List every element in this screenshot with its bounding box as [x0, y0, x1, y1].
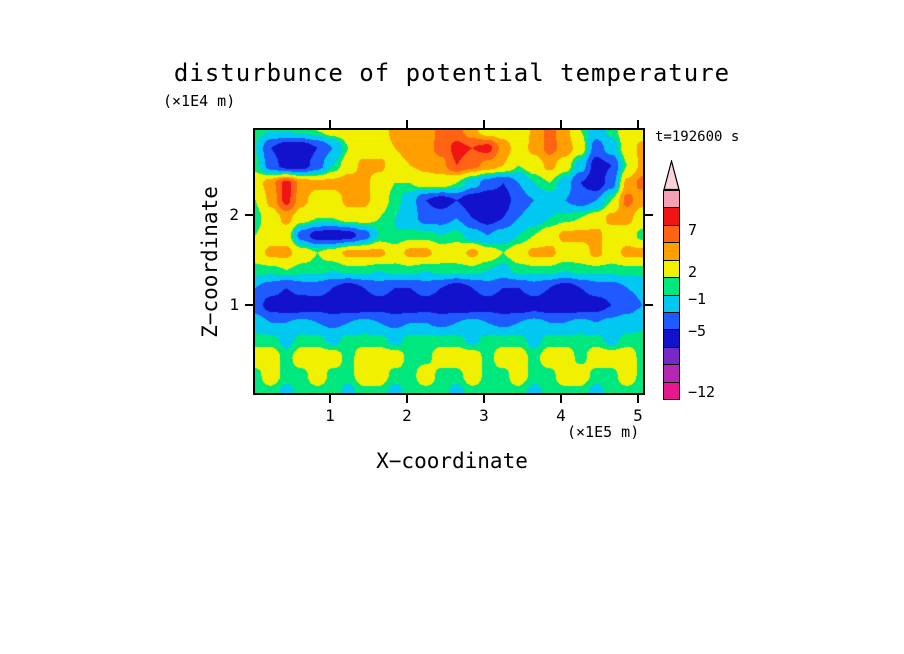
x-axis-title: X−coordinate — [376, 449, 528, 473]
colorbar-segment — [664, 259, 679, 278]
colorbar-segment — [664, 224, 679, 243]
y-axis-title: Z−coordinate — [198, 186, 222, 338]
x-tick-label: 2 — [402, 406, 412, 425]
tick-mark — [406, 395, 408, 403]
tick-mark — [483, 395, 485, 403]
y-axis-unit-label: (×1E4 m) — [163, 92, 236, 110]
colorbar-segment — [664, 329, 679, 347]
colorbar-segment — [664, 191, 679, 208]
colorbar-segment — [664, 294, 679, 312]
tick-mark — [560, 395, 562, 403]
tick-mark — [245, 214, 253, 216]
colorbar-tick-label: −5 — [688, 321, 707, 340]
x-tick-label: 3 — [479, 406, 489, 425]
tick-mark — [483, 120, 485, 128]
colorbar-tick-label: 7 — [688, 220, 698, 239]
colorbar: 7 2 −1 −5 −12 — [663, 160, 715, 401]
colorbar-segment — [664, 277, 679, 295]
tick-mark — [645, 214, 653, 216]
tick-mark — [560, 120, 562, 128]
colorbar-arrow-shape — [663, 160, 680, 190]
colorbar-segment — [664, 242, 679, 260]
colorbar-tick-label: −1 — [688, 290, 707, 309]
colorbar-tick-label: −12 — [688, 382, 716, 401]
tick-mark — [329, 395, 331, 403]
plot-frame — [253, 128, 645, 395]
tick-mark — [245, 304, 253, 306]
colorbar-segment — [664, 346, 679, 365]
colorbar-segments — [663, 190, 680, 400]
contour-canvas — [255, 130, 643, 393]
tick-mark — [645, 304, 653, 306]
tick-mark — [406, 120, 408, 128]
colorbar-segment — [664, 207, 679, 225]
tick-mark — [637, 120, 639, 128]
colorbar-tick-label: 2 — [688, 262, 698, 281]
x-axis-unit-label: (×1E5 m) — [567, 423, 640, 441]
tick-mark — [637, 395, 639, 403]
colorbar-arrow-icon — [663, 160, 680, 190]
x-tick-label: 1 — [325, 406, 335, 425]
colorbar-segment — [664, 311, 679, 330]
colorbar-segment — [664, 364, 679, 382]
chart-title: disturbunce of potential temperature — [173, 59, 731, 87]
time-annotation: t=192600 s — [655, 129, 740, 145]
colorbar-segment — [664, 381, 679, 400]
tick-mark — [329, 120, 331, 128]
